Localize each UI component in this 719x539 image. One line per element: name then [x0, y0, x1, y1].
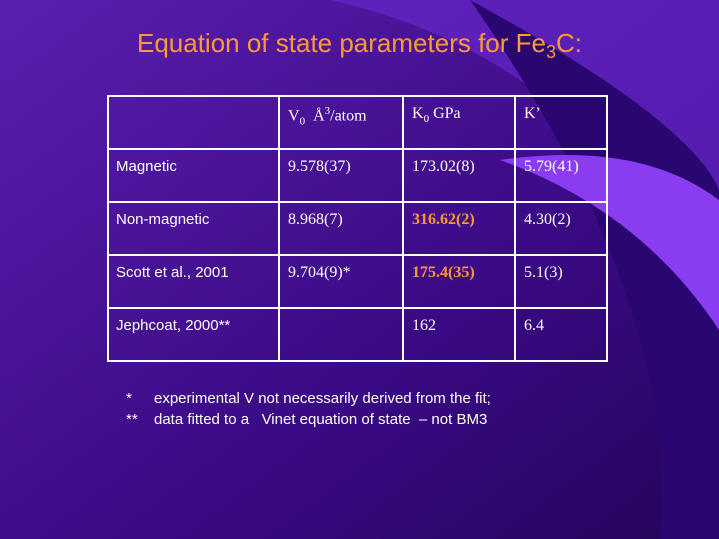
- row-label: Jephcoat, 2000**: [107, 307, 280, 362]
- table-cell: 5.79(41): [514, 148, 608, 203]
- table-row: Non-magnetic 8.968(7) 316.62(2) 4.30(2): [107, 201, 608, 256]
- title-subscript: 3: [545, 42, 556, 62]
- table-cell: 316.62(2): [402, 201, 516, 256]
- note: ** data fitted to a Vinet equation of sta…: [126, 409, 491, 430]
- parameters-table: V0 Å3/atom K0 GPa K’ Magnetic 9.578(37) 17…: [107, 95, 608, 362]
- t: /atom: [330, 107, 367, 125]
- table-cell: 175.4(35): [402, 254, 516, 309]
- t: K’: [524, 105, 541, 122]
- t: K: [412, 105, 424, 122]
- header-cell: K0 GPa: [402, 95, 516, 150]
- title-tail: C:: [556, 28, 582, 58]
- table-cell: 4.30(2): [514, 201, 608, 256]
- table-cell: 173.02(8): [402, 148, 516, 203]
- t: 0: [299, 115, 306, 128]
- table-row: Jephcoat, 2000** 162 6.4: [107, 307, 608, 362]
- t: V: [288, 107, 300, 125]
- header-cell: K’: [514, 95, 608, 150]
- note-text: experimental V not necessarily derived f…: [154, 390, 491, 407]
- note-marker: **: [126, 411, 138, 428]
- table-cell: 9.704(9)*: [278, 254, 404, 309]
- header-row: V0 Å3/atom K0 GPa K’: [107, 95, 608, 150]
- header-cell: V0 Å3/atom: [278, 95, 404, 150]
- title-text: Equation of state parameters for Fe: [136, 28, 546, 58]
- table-cell: 6.4: [514, 307, 608, 362]
- table-cell: 8.968(7): [278, 201, 404, 256]
- t: GPa: [433, 105, 461, 122]
- t: Å: [313, 107, 325, 125]
- table-cell: 162: [402, 307, 516, 362]
- row-label: Scott et al., 2001: [107, 254, 280, 309]
- table-row: Scott et al., 2001 9.704(9)* 175.4(35) 5.1(…: [107, 254, 608, 309]
- empty-cell: [278, 307, 404, 362]
- table-row: Magnetic 9.578(37) 173.02(8) 5.79(41): [107, 148, 608, 203]
- table-cell: 9.578(37): [278, 148, 404, 203]
- empty-cell: [107, 95, 280, 150]
- note-text: data fitted to a Vinet equation of state…: [154, 411, 488, 428]
- notes: * experimental V not necessarily derived …: [126, 388, 491, 430]
- row-label: Non-magnetic: [107, 201, 280, 256]
- t: 0: [423, 113, 430, 126]
- t: 3: [324, 105, 331, 117]
- title: Equation of state parameters for Fe3C:: [0, 28, 719, 63]
- table-cell: 5.1(3): [514, 254, 608, 309]
- note-marker: *: [126, 390, 132, 407]
- row-label: Magnetic: [107, 148, 280, 203]
- note: * experimental V not necessarily derived …: [126, 388, 491, 409]
